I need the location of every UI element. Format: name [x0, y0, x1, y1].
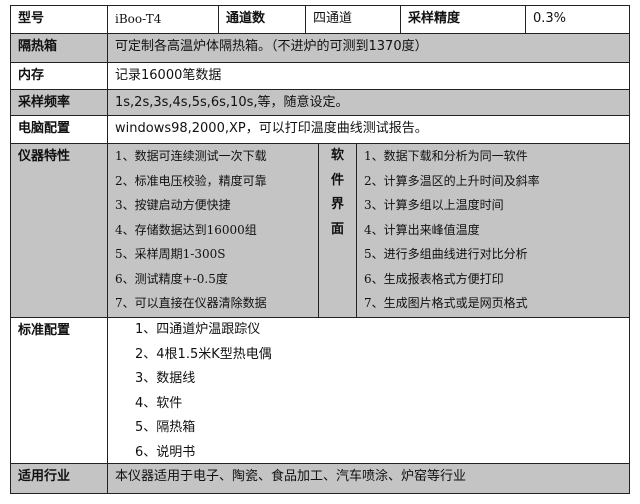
pc-value: windows98,2000,XP，可以打印温度曲线测试报告。: [107, 115, 630, 144]
model-label: 型号: [10, 5, 108, 34]
software-label-char: 界: [330, 197, 344, 212]
features-list: 1、数据可连续测试一次下载 2、标准电压校验，精度可靠 3、按键启动方便快捷 4…: [107, 143, 319, 318]
feature-item: 6、测试精度+-0.5度: [115, 271, 228, 286]
sampling-label: 采样频率: [10, 89, 108, 116]
precision-label: 采样精度: [400, 5, 526, 34]
software-item: 3、计算多组以上温度时间: [364, 198, 504, 212]
channels-label: 通道数: [218, 5, 306, 34]
software-label-char: 件: [330, 172, 344, 188]
sampling-value: 1s,2s,3s,4s,5s,6s,10s,等，随意设定。: [107, 89, 630, 116]
standard-label: 标准配置: [10, 317, 108, 464]
feature-item: 4、存储数据达到16000组: [115, 222, 257, 237]
software-label-char: 面: [330, 221, 344, 237]
insulation-label: 隔热箱: [10, 33, 108, 63]
industry-label: 适用行业: [10, 463, 108, 494]
feature-item: 2、标准电压校验，精度可靠: [115, 173, 267, 188]
software-item: 1、数据下载和分析为同一软件: [364, 149, 528, 163]
feature-item: 5、采样周期1-300S: [115, 247, 226, 261]
memory-label: 内存: [10, 62, 108, 90]
software-item: 2、计算多温区的上升时间及斜率: [364, 173, 540, 188]
software-label: 软 件 界 面: [318, 143, 357, 318]
industry-value: 本仪器适用于电子、陶瓷、食品加工、汽车喷涂、炉窑等行业: [107, 463, 630, 494]
standard-item: 6、说明书: [135, 444, 196, 460]
feature-item: 7、可以直接在仪器清除数据: [115, 296, 267, 310]
software-item: 7、生成图片格式或是网页格式: [364, 296, 528, 310]
pc-label: 电脑配置: [10, 115, 108, 144]
software-item: 6、生成报表格式方便打印: [364, 271, 504, 286]
feature-item: 3、按键启动方便快捷: [115, 198, 231, 212]
features-label: 仪器特性: [10, 143, 108, 318]
standard-item: 3、数据线: [135, 371, 196, 386]
software-item: 4、计算出来峰值温度: [364, 222, 480, 237]
model-value: iBoo-T4: [107, 5, 219, 34]
software-list: 1、数据下载和分析为同一软件 2、计算多温区的上升时间及斜率 3、计算多组以上温…: [356, 143, 630, 318]
standard-list: 1、四通道炉温跟踪仪 2、4根1.5米K型热电偶 3、数据线 4、软件 5、隔热…: [107, 317, 630, 464]
software-item: 5、进行多组曲线进行对比分析: [364, 247, 528, 261]
insulation-value: 可定制各高温炉体隔热箱。（不进炉的可测到1370度）: [107, 33, 630, 63]
feature-item: 1、数据可连续测试一次下载: [115, 149, 267, 163]
standard-item: 4、软件: [135, 395, 183, 411]
standard-item: 1、四通道炉温跟踪仪: [135, 322, 261, 337]
channels-value: 四通道: [305, 5, 401, 34]
precision-value: 0.3%: [525, 5, 630, 34]
memory-value: 记录16000笔数据: [107, 62, 630, 90]
standard-item: 5、隔热箱: [135, 420, 196, 435]
software-label-char: 软: [330, 148, 344, 163]
standard-item: 2、4根1.5米K型热电偶: [135, 346, 272, 362]
